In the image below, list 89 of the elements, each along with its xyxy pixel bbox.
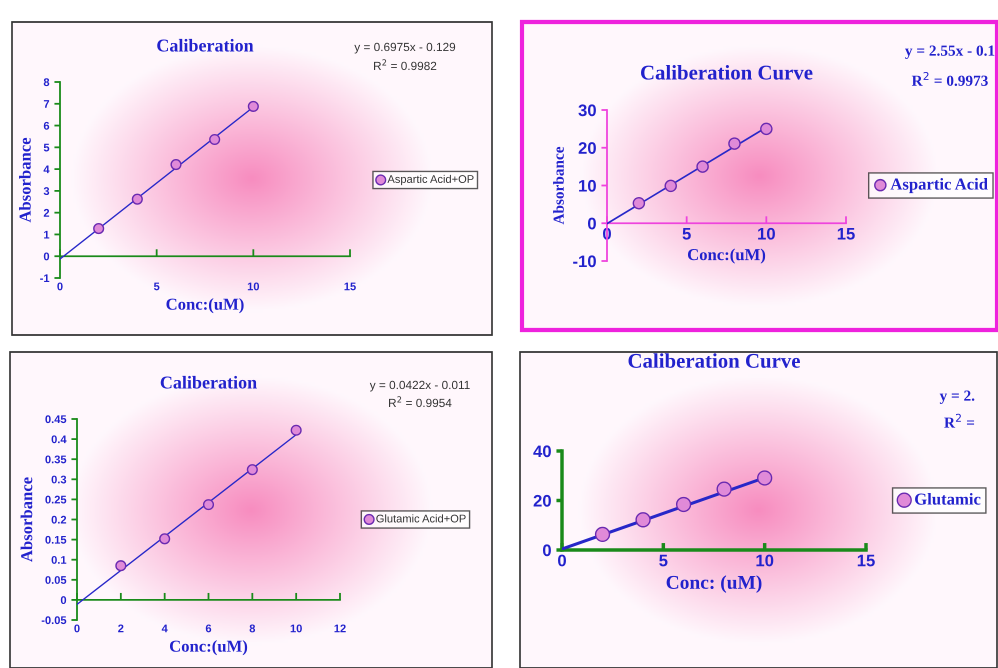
point bbox=[632, 196, 646, 210]
x-axis-title: Conc:(uM) bbox=[166, 298, 244, 314]
point bbox=[716, 481, 732, 497]
chart-title: Caliberation bbox=[160, 376, 257, 389]
legend-label: Aspartic Acid bbox=[890, 178, 988, 194]
text: y = 0.6975x - 0.129 bbox=[354, 42, 456, 54]
y-tick-label: 0.05 bbox=[45, 576, 66, 584]
x-tick-label: 5 bbox=[682, 228, 691, 240]
x-axis-title: Conc:(uM) bbox=[170, 640, 248, 656]
y-tick-label: 0 bbox=[44, 252, 50, 260]
y-tick-label: -0.05 bbox=[42, 616, 66, 624]
point bbox=[728, 137, 741, 150]
y-tick-label: 6 bbox=[44, 122, 50, 130]
point bbox=[290, 424, 302, 436]
text: R$^{2}$ = 0.9982 bbox=[374, 59, 436, 70]
y-tick-label: 5 bbox=[44, 144, 50, 152]
y-tick-label: 20 bbox=[534, 494, 551, 507]
y-axis-title: Absorbance bbox=[20, 477, 32, 562]
point bbox=[93, 223, 104, 234]
x-axis-title: Conc:(uM) bbox=[688, 248, 766, 264]
point bbox=[209, 134, 220, 146]
x-axis-title: Conc: (uM) bbox=[666, 575, 762, 593]
y-tick-label: 8 bbox=[44, 78, 50, 86]
point bbox=[170, 158, 182, 170]
text: R$^{2}$ = 0.9954 bbox=[389, 396, 452, 408]
legend-label: Glutamic bbox=[915, 492, 980, 505]
point bbox=[115, 560, 126, 572]
y-tick-label: 0.25 bbox=[45, 496, 66, 504]
x-tick-label: 2 bbox=[118, 624, 124, 632]
point bbox=[202, 499, 214, 510]
y-tick-label: 3 bbox=[44, 187, 50, 196]
x-tick-label: 15 bbox=[858, 554, 875, 566]
y-tick-label: 30 bbox=[578, 104, 596, 116]
point bbox=[594, 526, 610, 542]
y-tick-label: 0 bbox=[60, 596, 66, 604]
x-tick-label: 0 bbox=[558, 554, 566, 566]
chart-title: Caliberation Curve bbox=[641, 64, 812, 80]
y-axis-title: Absorbance bbox=[19, 138, 31, 222]
y-tick-label: 2 bbox=[44, 208, 50, 217]
point bbox=[248, 100, 259, 112]
y-tick-label: 0.45 bbox=[45, 415, 66, 424]
y-tick-label: -1 bbox=[40, 274, 50, 282]
x-tick-label: 10 bbox=[248, 282, 260, 290]
y-tick-label: 0 bbox=[588, 218, 596, 230]
point bbox=[635, 512, 651, 528]
text: y = 2.55x - 0.1 bbox=[905, 45, 994, 59]
text: y = 0.0422x - 0.011 bbox=[370, 380, 470, 392]
x-tick-label: 12 bbox=[334, 624, 346, 632]
x-tick-label: 10 bbox=[758, 228, 775, 240]
y-tick-label: 0.4 bbox=[52, 435, 67, 444]
y-tick-label: 7 bbox=[44, 100, 50, 108]
point bbox=[760, 122, 773, 136]
text: R$^{2}$ = bbox=[944, 414, 974, 428]
y-axis-title: Absorbance bbox=[553, 146, 564, 224]
point bbox=[664, 180, 677, 192]
y-tick-label: 0.2 bbox=[52, 516, 66, 524]
point bbox=[132, 194, 143, 205]
y-tick-label: 40 bbox=[533, 445, 551, 458]
y-tick-label: 0.15 bbox=[45, 536, 66, 544]
y-tick-label: 20 bbox=[578, 142, 596, 154]
point bbox=[159, 533, 170, 544]
point bbox=[676, 496, 692, 512]
point bbox=[696, 160, 709, 173]
text: y = 2. bbox=[940, 390, 974, 404]
x-tick-label: 15 bbox=[838, 228, 855, 240]
x-tick-label: 15 bbox=[344, 282, 356, 290]
point bbox=[757, 470, 772, 486]
x-tick-label: 4 bbox=[162, 624, 168, 632]
x-tick-label: 8 bbox=[250, 624, 256, 632]
x-tick-label: 5 bbox=[154, 282, 160, 290]
text: R$^{2}$ = 0.9973 bbox=[912, 72, 988, 86]
chart-title: Caliberation Curve bbox=[628, 353, 800, 368]
chart-title: Caliberation bbox=[157, 38, 254, 52]
x-tick-label: 5 bbox=[659, 554, 668, 566]
legend-label: Glutamic Acid+OP bbox=[376, 514, 466, 522]
x-tick-label: 6 bbox=[206, 624, 212, 632]
y-tick-label: 1 bbox=[44, 230, 50, 238]
x-tick-label: 0 bbox=[74, 624, 80, 632]
x-tick-label: 10 bbox=[756, 554, 774, 566]
y-tick-label: 0.35 bbox=[45, 455, 66, 464]
y-tick-label: 0.1 bbox=[52, 556, 66, 564]
y-tick-label: 0.3 bbox=[52, 476, 66, 484]
x-tick-label: 10 bbox=[290, 624, 302, 632]
y-tick-label: 10 bbox=[579, 180, 596, 192]
y-tick-label: 4 bbox=[44, 165, 50, 174]
y-tick-label: 0 bbox=[542, 544, 551, 556]
y-tick-label: -10 bbox=[573, 255, 596, 268]
point bbox=[246, 464, 258, 476]
legend-label: Aspartic Acid+OP bbox=[387, 174, 474, 186]
